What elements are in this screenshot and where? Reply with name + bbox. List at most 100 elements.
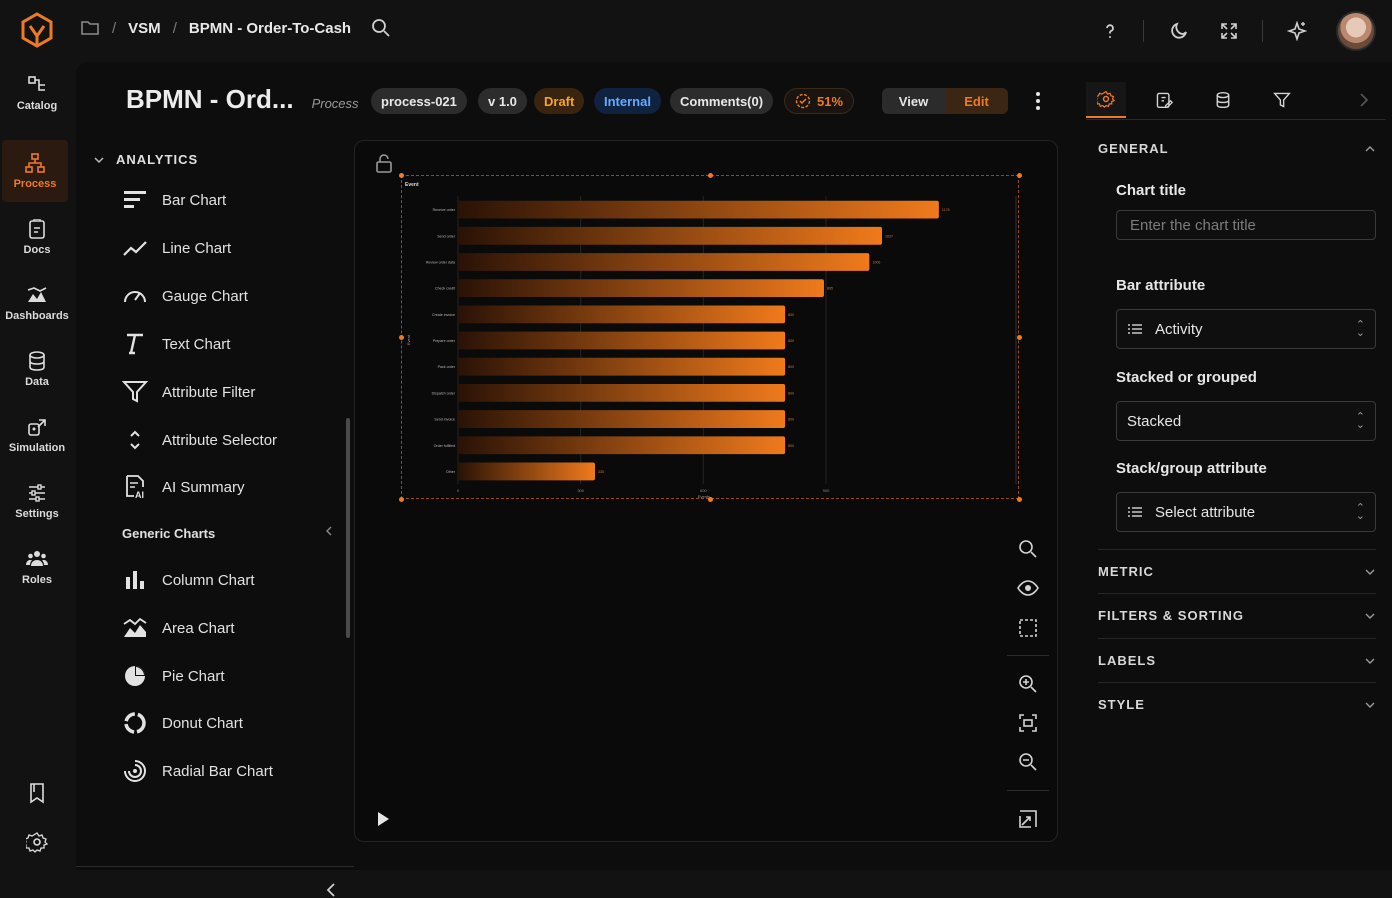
- widget-panel: ANALYTICS Bar Chart Line Chart Gauge Cha…: [76, 138, 354, 897]
- widget-gauge-chart[interactable]: Gauge Chart: [122, 278, 248, 314]
- fit-view-icon[interactable]: [1017, 712, 1039, 734]
- collapse-panel-icon[interactable]: [324, 882, 340, 898]
- bar: [458, 253, 870, 271]
- fullscreen-icon[interactable]: [1216, 18, 1242, 44]
- status-badge[interactable]: Draft: [534, 88, 585, 114]
- title-row: BPMN - Ord... Process: [126, 84, 359, 115]
- line-chart-icon: [123, 241, 147, 256]
- resize-handle[interactable]: [1017, 497, 1022, 502]
- lock-icon[interactable]: [375, 153, 393, 173]
- widget-donut-chart[interactable]: Donut Chart: [122, 705, 243, 741]
- rail-item-process[interactable]: Process: [2, 140, 68, 202]
- resize-handle[interactable]: [399, 497, 404, 502]
- widget-line-chart[interactable]: Line Chart: [122, 230, 231, 266]
- category-label: Send invoice: [434, 418, 455, 422]
- dark-mode-icon[interactable]: [1166, 18, 1192, 44]
- filter-icon: [1273, 92, 1291, 108]
- labels-section-header[interactable]: LABELS: [1098, 653, 1376, 668]
- chevron-left-icon: [326, 526, 332, 536]
- analytics-section-header[interactable]: ANALYTICS: [94, 152, 198, 167]
- tab-next[interactable]: [1344, 82, 1384, 118]
- resize-handle[interactable]: [1017, 335, 1022, 340]
- search-icon[interactable]: [1017, 538, 1039, 560]
- edit-mode-button[interactable]: Edit: [945, 88, 1008, 114]
- resize-handle[interactable]: [708, 173, 713, 178]
- widget-label: Gauge Chart: [162, 287, 248, 305]
- stacked-select[interactable]: Stacked ⌃ ⌄: [1116, 401, 1376, 441]
- resize-handle[interactable]: [708, 497, 713, 502]
- widget-radial-bar-chart[interactable]: Radial Bar Chart: [122, 753, 273, 789]
- dashboard-canvas[interactable]: 0 300 600 900 Event Event Events Receive order 1…: [354, 140, 1058, 842]
- sparkle-icon[interactable]: [1284, 18, 1310, 44]
- properties-tabs: [1086, 74, 1386, 120]
- rail-item-data[interactable]: Data: [0, 338, 74, 400]
- stack-attribute-select[interactable]: Select attribute ⌃ ⌄: [1116, 492, 1376, 532]
- more-options-icon[interactable]: [1031, 90, 1045, 112]
- resize-handle[interactable]: [1017, 173, 1022, 178]
- catalog-icon: [28, 76, 45, 91]
- widget-text-chart[interactable]: Text Chart: [122, 326, 230, 362]
- properties-panel: GENERAL Chart title Enter the chart titl…: [1086, 62, 1392, 870]
- resize-handle[interactable]: [399, 173, 404, 178]
- zoom-out-icon[interactable]: [1017, 751, 1039, 773]
- widget-column-chart[interactable]: Column Chart: [122, 562, 255, 598]
- widget-pie-chart[interactable]: Pie Chart: [122, 658, 225, 694]
- updown-icon: ⌃ ⌄: [1355, 411, 1365, 431]
- rail-item-catalog[interactable]: Catalog: [0, 62, 74, 124]
- metric-section-header[interactable]: METRIC: [1098, 564, 1376, 579]
- widget-label: Radial Bar Chart: [162, 762, 273, 780]
- tab-settings[interactable]: [1086, 82, 1126, 118]
- widget-attribute-filter[interactable]: Attribute Filter: [122, 374, 255, 410]
- gear-icon[interactable]: [26, 831, 48, 853]
- generic-charts-header[interactable]: Generic Charts: [122, 526, 334, 541]
- progress-chip[interactable]: 51%: [784, 88, 855, 114]
- widget-area-chart[interactable]: Area Chart: [122, 610, 235, 646]
- widget-label: Line Chart: [162, 239, 232, 257]
- general-section-header[interactable]: GENERAL: [1098, 141, 1376, 156]
- radial-bar-icon: [124, 760, 146, 782]
- bar-chart-svg: 0 300 600 900 Event Event Events Receive order 1…: [405, 182, 1017, 499]
- visibility-badge[interactable]: Internal: [594, 88, 661, 114]
- rail-item-docs[interactable]: Docs: [0, 206, 74, 268]
- app-logo-icon[interactable]: [20, 12, 54, 50]
- widget-label: Column Chart: [162, 571, 255, 589]
- breadcrumb-process[interactable]: BPMN - Order-To-Cash: [188, 19, 352, 37]
- play-icon[interactable]: [375, 811, 391, 827]
- bookmark-icon[interactable]: [26, 782, 48, 804]
- rail-label: Settings: [15, 508, 59, 520]
- panel-scrollbar[interactable]: [346, 418, 350, 638]
- eye-icon[interactable]: [1017, 577, 1039, 599]
- zoom-in-icon[interactable]: [1017, 673, 1039, 695]
- widget-bar-chart[interactable]: Bar Chart: [122, 182, 226, 218]
- avatar[interactable]: [1336, 11, 1376, 51]
- bar-chart-widget[interactable]: 0 300 600 900 Event Event Events Receive order 1…: [401, 175, 1019, 499]
- chart-title-input[interactable]: Enter the chart title: [1116, 210, 1376, 240]
- bar-attribute-select[interactable]: Activity ⌃ ⌄: [1116, 309, 1376, 349]
- rail-item-settings[interactable]: Settings: [0, 470, 74, 532]
- rail-item-simulation[interactable]: Simulation: [0, 404, 74, 466]
- select-area-icon[interactable]: [1017, 617, 1039, 639]
- style-section-header[interactable]: STYLE: [1098, 697, 1376, 712]
- tab-data[interactable]: [1203, 82, 1243, 118]
- filters-sorting-section-header[interactable]: FILTERS & SORTING: [1098, 608, 1376, 623]
- view-mode-button[interactable]: View: [898, 93, 929, 109]
- tab-filter[interactable]: [1262, 82, 1302, 118]
- section-divider: [1098, 682, 1376, 683]
- rail-item-roles[interactable]: Roles: [0, 536, 74, 598]
- widget-ai-summary[interactable]: AI AI Summary: [122, 469, 245, 505]
- resize-handle[interactable]: [399, 335, 404, 340]
- process-id-chip[interactable]: process-021: [371, 88, 467, 114]
- tab-notes[interactable]: [1144, 82, 1184, 118]
- folder-icon[interactable]: [80, 19, 100, 37]
- help-icon[interactable]: [1097, 18, 1123, 44]
- breadcrumb-vsm[interactable]: VSM: [128, 19, 161, 37]
- data-label: 800: [788, 444, 794, 448]
- search-icon[interactable]: [371, 18, 391, 38]
- expand-icon[interactable]: [1017, 808, 1039, 830]
- widget-attribute-selector[interactable]: Attribute Selector: [122, 422, 277, 458]
- version-chip[interactable]: v 1.0: [478, 88, 527, 114]
- rail-item-dashboards[interactable]: Dashboards: [0, 272, 74, 334]
- rail-label: Process: [13, 178, 57, 190]
- comments-chip[interactable]: Comments(0): [670, 88, 774, 114]
- text-icon: [127, 333, 143, 355]
